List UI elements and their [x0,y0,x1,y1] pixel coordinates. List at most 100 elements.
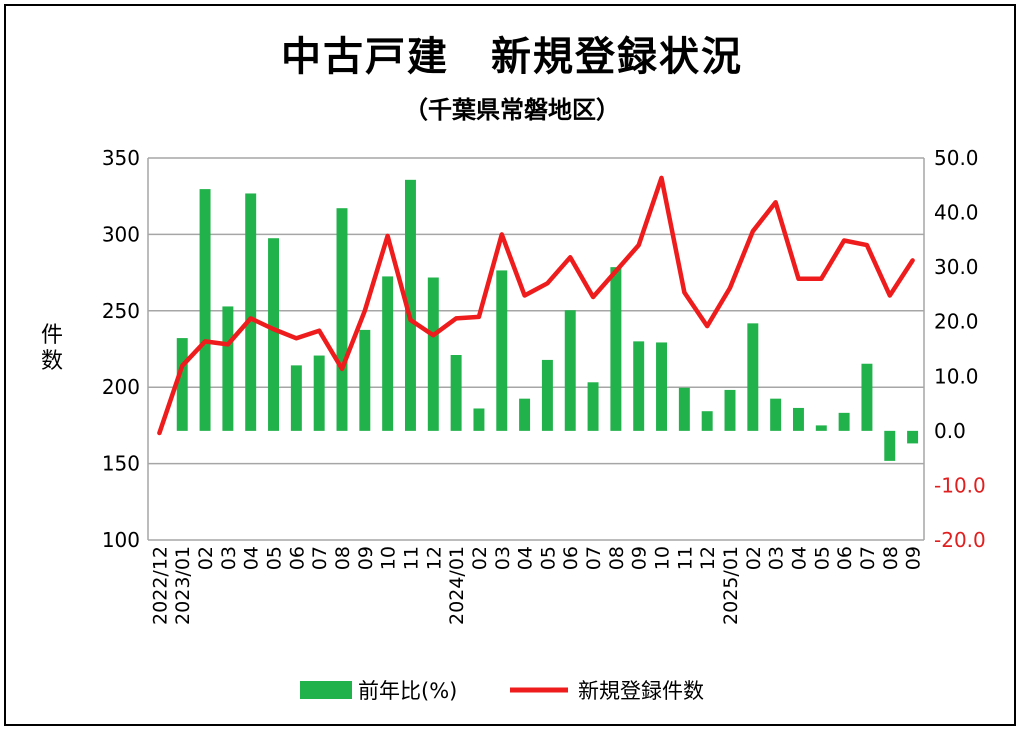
bar[interactable] [770,398,782,431]
x-tick-label: 09 [903,546,925,570]
x-tick-label: 08 [332,546,354,570]
left-axis-ticks: 350 300 250 200 150 100 [102,146,140,552]
x-tick-label: 12 [697,546,719,570]
x-tick-label: 06 [834,546,856,570]
left-tick-label: 100 [102,528,140,552]
chart-subtitle: （千葉県常磐地区） [404,96,620,124]
bar[interactable] [633,341,645,431]
x-tick-label: 03 [766,546,788,570]
x-tick-label: 07 [309,546,331,570]
x-tick-label: 06 [560,546,582,570]
right-tick-label: 30.0 [934,255,979,279]
x-tick-label: 12 [423,546,445,570]
bar[interactable] [678,387,690,431]
line-path[interactable] [157,175,915,436]
bar[interactable] [222,306,234,431]
bar[interactable] [587,382,599,431]
left-tick-label: 150 [102,452,140,476]
bar[interactable] [496,270,508,431]
legend-label-bar: 前年比(%) [358,679,457,703]
bar[interactable] [268,238,280,431]
x-tick-label: 2025/01 [720,546,742,625]
right-tick-label: 40.0 [934,201,979,225]
x-tick-label: 03 [218,546,240,570]
bar[interactable] [359,329,371,431]
bar[interactable] [724,389,736,431]
y-label-char: 件 [41,323,63,348]
bar[interactable] [838,412,850,431]
axes [147,158,925,541]
x-tick-label: 05 [537,546,559,570]
right-tick-label: 20.0 [934,310,979,334]
x-tick-label: 05 [811,546,833,570]
bar[interactable] [290,365,302,431]
right-tick-label: 10.0 [934,364,979,388]
legend-label-line: 新規登録件数 [578,679,704,703]
x-tick-label: 02 [743,546,765,570]
right-tick-label: -10.0 [934,473,986,497]
x-tick-label: 06 [286,546,308,570]
bar[interactable] [884,430,896,461]
bar[interactable] [701,411,713,431]
x-tick-label: 09 [629,546,651,570]
right-tick-label: 0.0 [934,419,966,443]
left-tick-label: 300 [102,222,140,246]
bar[interactable] [427,277,439,431]
right-tick-label: -20.0 [934,528,986,552]
legend[interactable]: 前年比(%) 新規登録件数 [300,679,704,703]
legend-swatch-bar [300,681,352,699]
x-tick-label: 04 [241,546,263,570]
x-tick-label: 09 [355,546,377,570]
left-tick-label: 250 [102,299,140,323]
x-tick-label: 04 [789,546,811,570]
left-tick-label: 350 [102,146,140,170]
line-series [157,175,915,436]
right-axis-ticks: 50.0 40.0 30.0 20.0 10.0 0.0 -10.0 -20.0 [934,146,986,552]
bar[interactable] [815,425,827,431]
bar[interactable] [656,342,668,431]
x-tick-label: 10 [378,546,400,570]
x-tick-label: 2023/01 [172,546,194,625]
bar[interactable] [541,359,553,431]
x-tick-label: 05 [264,546,286,570]
chart-title: 中古戸建 新規登録状況 [281,34,743,80]
bar[interactable] [199,189,211,431]
x-tick-label: 02 [195,546,217,570]
x-tick-label: 08 [880,546,902,570]
x-tick-label: 03 [492,546,514,570]
x-tick-label: 11 [401,546,423,570]
bar[interactable] [313,355,325,431]
bar[interactable] [404,179,416,431]
y-axis-label: 件数 [41,323,63,374]
bar[interactable] [336,208,348,431]
x-tick-label: 2024/01 [446,546,468,625]
bar[interactable] [792,407,804,431]
bar[interactable] [564,310,576,431]
bar[interactable] [907,430,919,444]
bar[interactable] [450,355,462,431]
bar[interactable] [245,193,257,431]
bar[interactable] [747,323,759,431]
bar[interactable] [610,267,622,431]
y-label-char: 数 [41,349,63,374]
right-tick-label: 50.0 [934,146,979,170]
bar[interactable] [519,398,531,431]
bar[interactable] [861,363,873,431]
left-tick-label: 200 [102,375,140,399]
x-tick-label: 07 [583,546,605,570]
x-tick-label: 10 [652,546,674,570]
grid-lines [148,157,924,465]
x-tick-label: 2022/12 [149,546,171,625]
bar[interactable] [176,338,188,431]
x-tick-label: 02 [469,546,491,570]
bar[interactable] [473,408,485,431]
x-tick-label: 07 [857,546,879,570]
x-axis-ticks: 2022/12 2023/01 02 03 04 05 06 07 08 09 10 11 12 2024… [149,546,924,625]
x-tick-label: 04 [515,546,537,570]
x-tick-label: 08 [606,546,628,570]
bar-series [176,179,919,461]
x-tick-label: 11 [674,546,696,570]
chart-frame [4,4,1016,726]
bar[interactable] [382,276,394,431]
